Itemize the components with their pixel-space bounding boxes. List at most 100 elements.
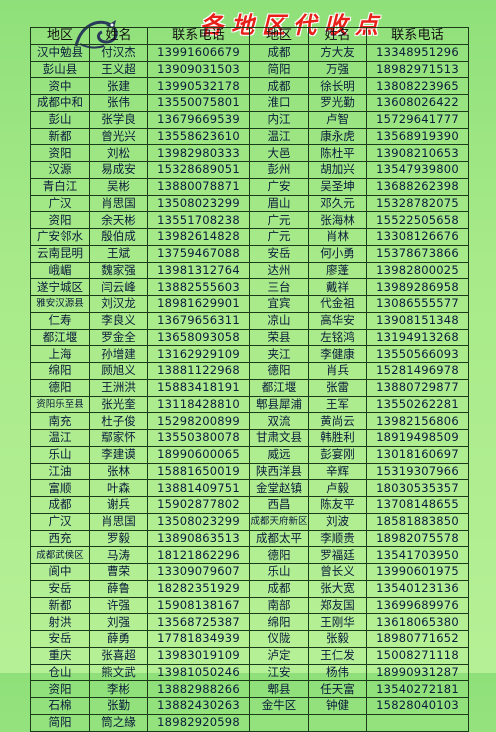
cell-region: 云南昆明 bbox=[30, 244, 90, 263]
cell-region bbox=[249, 713, 309, 732]
cell-phone: 18282351929 bbox=[147, 579, 250, 598]
cell-region: 简阳 bbox=[249, 60, 309, 79]
cell-region: 乐山 bbox=[249, 563, 309, 581]
cell-phone: 13118428810 bbox=[147, 395, 250, 414]
cell-region: 西充 bbox=[30, 529, 90, 548]
table-row: 新都 许强 15908138167 南部 郑友国 13699689976 bbox=[30, 596, 469, 615]
cell-phone: 13759467088 bbox=[147, 244, 250, 263]
cell-name: 肖兵 bbox=[308, 362, 367, 380]
cell-region: 陕西洋县 bbox=[249, 462, 309, 481]
cell-name: 王军 bbox=[308, 395, 367, 414]
cell-region: 仓山 bbox=[30, 663, 90, 682]
cell-region: 汉中勉县 bbox=[30, 43, 90, 62]
table-row: 成都武侯区 马涛 18121862296 德阳 罗福廷 13541703950 bbox=[30, 546, 469, 564]
cell-name: 戴祥 bbox=[308, 278, 367, 296]
cell-region: 绵阳 bbox=[249, 613, 309, 631]
cell-name: 薛鲁 bbox=[89, 579, 148, 598]
table-row: 富顺 叶森 13881409751 金堂赵镇 卢毅 18030535357 bbox=[30, 479, 469, 497]
cell-phone: 13547939800 bbox=[366, 161, 469, 179]
cell-region: 广安邻水 bbox=[30, 228, 90, 246]
cell-phone: 15378673866 bbox=[366, 244, 469, 263]
cell-phone: 13882430263 bbox=[147, 697, 250, 715]
cell-phone: 18981629901 bbox=[147, 295, 250, 313]
cell-name: 吴彬 bbox=[89, 177, 148, 196]
cell-region: 德阳 bbox=[30, 378, 90, 397]
cell-phone: 13679669539 bbox=[147, 110, 250, 129]
cell-region: 雅安汉源县 bbox=[30, 295, 90, 313]
cell-phone: 15328689051 bbox=[147, 161, 250, 179]
cell-phone: 13908151348 bbox=[366, 311, 469, 330]
cell-phone: 13981050246 bbox=[147, 663, 250, 682]
cell-region: 广元 bbox=[249, 211, 309, 229]
cell-region: 资阳乐至县 bbox=[30, 395, 90, 414]
table-row: 新都 曾光兴 13558623610 温江 康永虎 13568919390 bbox=[30, 127, 469, 146]
cell-region: 安岳 bbox=[30, 579, 90, 598]
cell-region: 南部 bbox=[249, 596, 309, 615]
cell-phone: 13541703950 bbox=[366, 546, 469, 564]
cell-region: 青白江 bbox=[30, 177, 90, 196]
cell-phone: 13991606679 bbox=[147, 43, 250, 62]
cell-name: 张勤 bbox=[89, 697, 148, 715]
cell-region: 都江堰 bbox=[249, 378, 309, 397]
cell-name: 顾旭义 bbox=[89, 362, 148, 380]
cell-phone: 15522505658 bbox=[366, 211, 469, 229]
cell-phone: 15881650019 bbox=[147, 462, 250, 481]
cell-region: 彭山 bbox=[30, 110, 90, 129]
cell-phone: 18982075578 bbox=[366, 529, 469, 548]
cell-name: 胡加兴 bbox=[308, 161, 367, 179]
cell-phone: 13909031503 bbox=[147, 60, 250, 79]
cell-region: 资阳 bbox=[30, 144, 90, 162]
cell-name: 张大宽 bbox=[308, 579, 367, 598]
cell-name: 代金祖 bbox=[308, 295, 367, 313]
cell-region: 成都天府新区 bbox=[249, 512, 309, 531]
cell-name: 李健康 bbox=[308, 345, 367, 363]
cell-phone: 17781834939 bbox=[147, 630, 250, 648]
cell-region: 仁寿 bbox=[30, 311, 90, 330]
cell-phone: 13540123136 bbox=[366, 579, 469, 598]
header-name: 姓名 bbox=[89, 27, 148, 45]
cell-region: 安岳 bbox=[249, 244, 309, 263]
cell-name: 廖蓬 bbox=[308, 261, 367, 280]
table-row: 汉源 易成安 15328689051 彭州 胡加兴 13547939800 bbox=[30, 161, 469, 179]
cell-name: 易成安 bbox=[89, 161, 148, 179]
cell-name: 王斌 bbox=[89, 244, 148, 263]
cell-region: 成都太平 bbox=[249, 529, 309, 548]
cell-region: 乐山 bbox=[30, 445, 90, 464]
cell-phone: 13508023299 bbox=[147, 194, 250, 213]
cell-name: 付汉杰 bbox=[89, 43, 148, 62]
header-name: 姓名 bbox=[308, 27, 367, 45]
cell-name: 罗金全 bbox=[89, 328, 148, 347]
cell-region: 宜宾 bbox=[249, 295, 309, 313]
cell-region: 荣县 bbox=[249, 328, 309, 347]
cell-phone: 13679656311 bbox=[147, 311, 250, 330]
cell-name: 张建 bbox=[89, 77, 148, 95]
cell-region: 新都 bbox=[30, 127, 90, 146]
table-row: 成都 谢兵 15902877802 西昌 陈友平 13708148655 bbox=[30, 496, 469, 514]
cell-region: 彭州 bbox=[249, 161, 309, 179]
cell-phone: 13658093058 bbox=[147, 328, 250, 347]
cell-region: 三台 bbox=[249, 278, 309, 296]
table-row: 资阳 李彬 13882988266 郫县 任天富 13540272181 bbox=[30, 680, 469, 698]
table-row: 温江 鄢家怀 13550380078 甘肃文县 韩胜利 18919498509 bbox=[30, 429, 469, 447]
contact-directory-table: 地区 姓名 联系电话 地区 姓名 联系电话 汉中勉县 付汉杰 13991606679… bbox=[30, 27, 469, 732]
table-row: 乐山 李建谟 18990600065 威远 彭宴刚 13018160697 bbox=[30, 445, 469, 464]
cell-name: 叶森 bbox=[89, 479, 148, 497]
cell-name: 邓久元 bbox=[308, 194, 367, 213]
table-row: 阆中 曹荣 13309079607 乐山 曾长义 13990601975 bbox=[30, 563, 469, 581]
table-row: 安岳 薛勇 17781834939 仪陇 张毅 18980771652 bbox=[30, 630, 469, 648]
cell-phone: 15883418191 bbox=[147, 378, 250, 397]
cell-name: 闫云峰 bbox=[89, 278, 148, 296]
header-phone: 联系电话 bbox=[366, 27, 469, 45]
cell-name: 刘松 bbox=[89, 144, 148, 162]
cell-region: 上海 bbox=[30, 345, 90, 363]
cell-region: 成都 bbox=[249, 579, 309, 598]
cell-region: 威远 bbox=[249, 445, 309, 464]
cell-phone: 15328782075 bbox=[366, 194, 469, 213]
cell-name: 任天富 bbox=[308, 680, 367, 698]
cell-name: 黄尚云 bbox=[308, 412, 367, 430]
table-row: 成都中和 张伟 13550075801 淮口 罗光勤 13608026422 bbox=[30, 94, 469, 112]
cell-name bbox=[308, 713, 367, 732]
cell-phone: 13699689976 bbox=[366, 596, 469, 615]
cell-region: 汉源 bbox=[30, 161, 90, 179]
cell-name: 刘强 bbox=[89, 613, 148, 631]
